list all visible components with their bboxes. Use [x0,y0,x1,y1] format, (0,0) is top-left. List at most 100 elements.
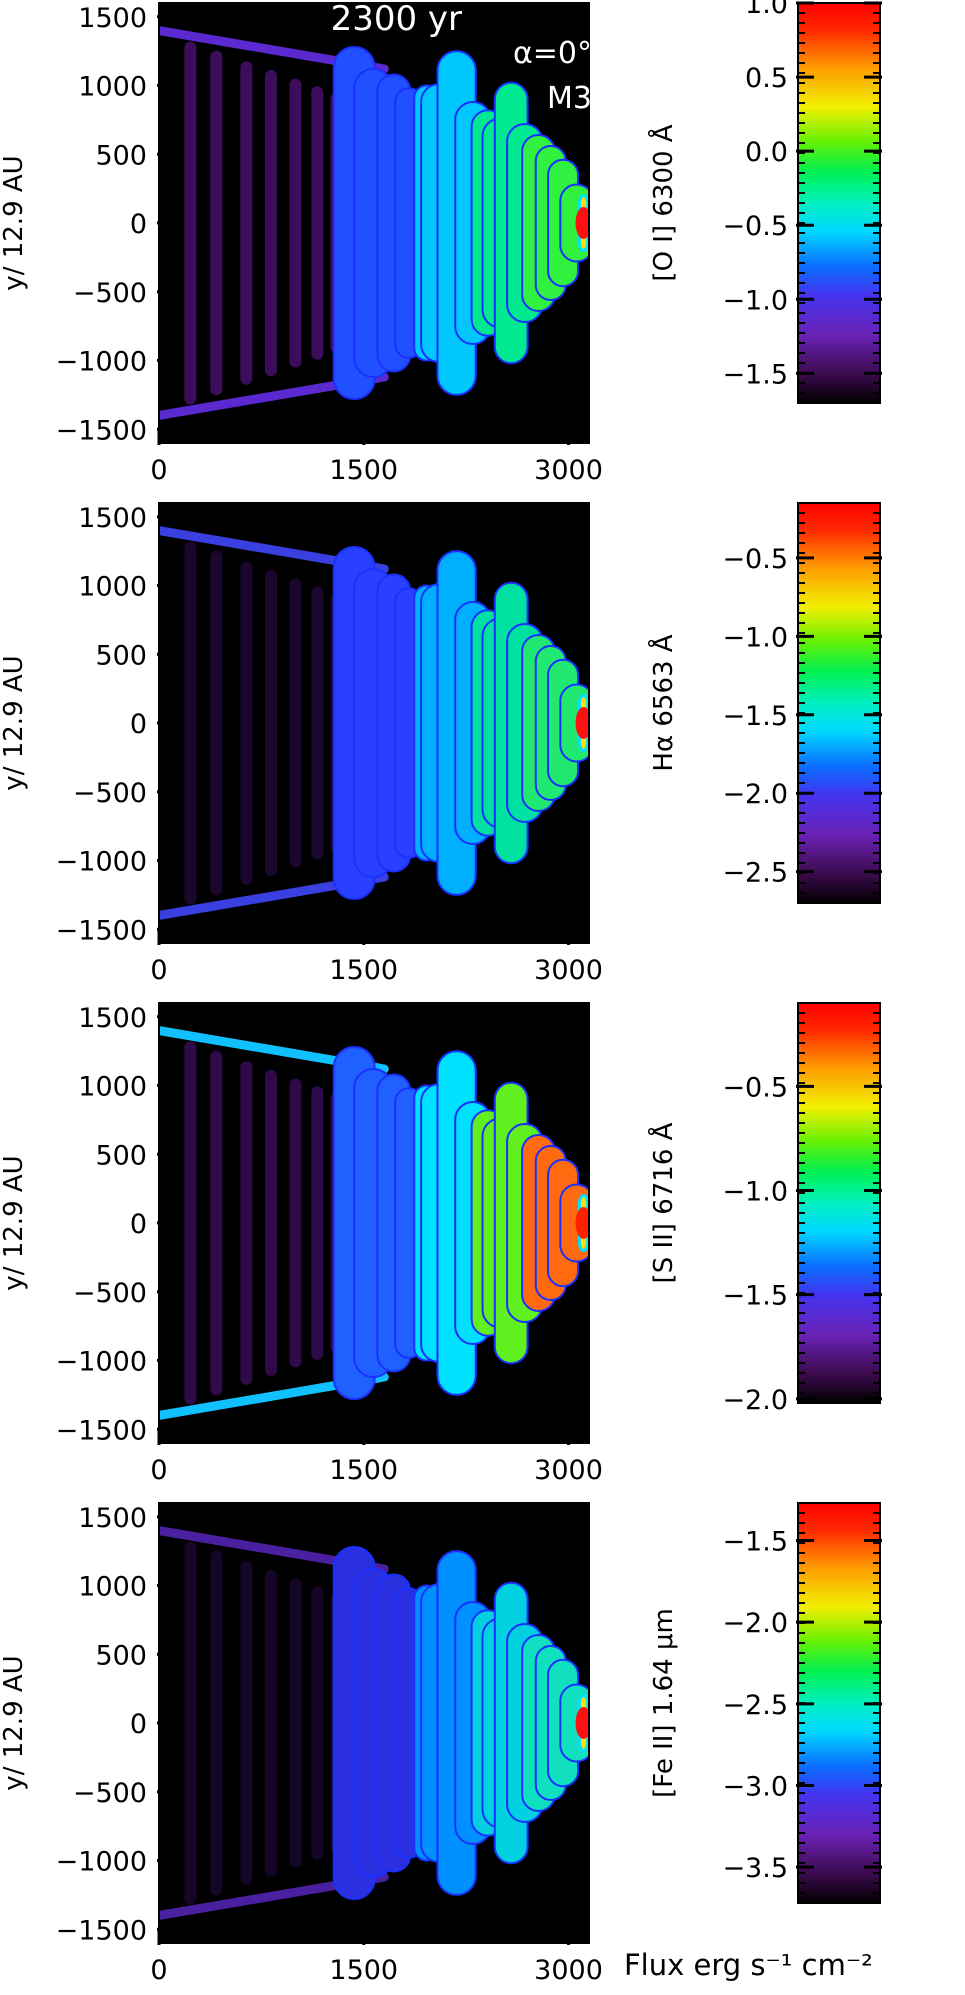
heatmap-wisp [184,1541,197,1905]
y-tick-label: −1000 [56,1847,147,1878]
colorbar-tick-label: 0.0 [745,137,788,168]
y-tick-label: 1500 [78,1003,147,1034]
x-tick-label: 3000 [534,1955,603,1986]
colorbar-tick-label: −3.5 [722,1853,788,1884]
x-tick-label: 0 [150,955,167,986]
heatmap-wisp [184,41,197,405]
colorbar-tick-label: 0.5 [745,63,788,94]
colorbar [798,503,880,903]
y-tick-label: −1500 [56,915,147,946]
colorbar-tick-label: −0.5 [722,544,788,575]
colorbar-tick-label: −0.5 [722,211,788,242]
heatmap-peak [575,1707,589,1739]
y-tick-label: 0 [130,709,147,740]
x-tick-label: 3000 [534,955,603,986]
y-axis-label: y/ 12.9 AU [0,155,29,290]
heatmap-wisp [289,1078,302,1368]
colorbar-tick-label: −1.5 [722,701,788,732]
colorbar-tick-label: −1.5 [722,1281,788,1312]
colorbar-tick-label: −2.0 [722,1385,788,1416]
colorbar-tick-label: −0.5 [722,1072,788,1103]
colorbar-tick-label: −1.0 [722,622,788,653]
heatmap-peak [575,707,589,739]
colorbar-label: [S II] 6716 Å [647,1122,679,1283]
y-axis-label: y/ 12.9 AU [0,1155,29,1290]
heatmap-wisp [240,61,253,385]
heatmap-wisp [210,50,223,396]
x-tick-label: 1500 [329,1955,398,1986]
y-tick-label: −1500 [56,1915,147,1946]
y-tick-label: 0 [130,1209,147,1240]
y-tick-label: −1000 [56,1347,147,1378]
y-tick-label: 500 [95,1640,147,1671]
heatmap-wisp [240,561,253,885]
heatmap-wisp [289,578,302,868]
y-tick-label: 500 [95,140,147,171]
heatmap-wisp [311,86,324,360]
y-tick-label: −1500 [56,1415,147,1446]
colorbar-label: Hα 6563 Å [647,634,679,771]
y-tick-label: −500 [73,1778,147,1809]
colorbar-label: [Fe II] 1.64 μm [649,1608,679,1798]
heatmap-wisp [311,586,324,860]
heatmap-wisp [210,1050,223,1396]
panel-4: −1500 −1000 −500 0 500 1000 1500 0 1500 3000 y/ 12… [0,1502,882,1986]
y-tick-label: 1000 [78,572,147,603]
colorbar-tick-label: 1.0 [745,0,788,20]
y-tick-label: 1500 [78,3,147,34]
heatmap-wisp [264,1569,277,1877]
angle-annotation: α=0° [513,36,592,71]
colorbar-tick-label: −1.5 [722,1527,788,1558]
x-tick-label: 3000 [534,455,603,486]
colorbar-tick-label: −3.0 [722,1771,788,1802]
y-tick-label: 500 [95,1140,147,1171]
y-axis-label: y/ 12.9 AU [0,655,29,790]
heatmap-wisp [311,1586,324,1860]
y-tick-label: 0 [130,209,147,240]
y-tick-label: 1000 [78,72,147,103]
x-tick-label: 0 [150,1955,167,1986]
colorbar-tick-label: −2.5 [722,1690,788,1721]
colorbar-tick-label: −2.0 [722,779,788,810]
colorbar-tick-label: −2.5 [722,858,788,889]
colorbar [798,3,880,403]
heatmap-wisp [264,69,277,377]
y-tick-label: −1000 [56,847,147,878]
x-tick-label: 3000 [534,1455,603,1486]
y-axis-label: y/ 12.9 AU [0,1655,29,1790]
y-tick-label: −500 [73,278,147,309]
colorbar-unit-label: Flux erg s⁻¹ cm⁻² [624,1948,873,1982]
heatmap-peak [575,1207,589,1239]
panel-2: −1500 −1000 −500 0 500 1000 1500 0 1500 3000 y/ 12… [0,502,882,986]
colorbar-tick-label: −1.0 [722,285,788,316]
heatmap-emission [159,1526,589,1920]
y-tick-label: −500 [73,1278,147,1309]
colorbar [798,1003,880,1403]
x-tick-label: 1500 [329,1455,398,1486]
x-tick-label: 0 [150,1455,167,1486]
heatmap-peak [575,207,589,239]
panel-1: −1500 −1000 −500 0 500 1000 1500 0 1500 3000 y/ 12… [0,0,882,486]
colorbar-label: [O I] 6300 Å [647,124,679,281]
colorbar-tick-label: −1.5 [722,359,788,390]
heatmap-wisp [240,1561,253,1885]
heatmap-wisp [289,1578,302,1868]
x-tick-label: 1500 [329,955,398,986]
y-tick-label: 0 [130,1709,147,1740]
colorbar-tick-label: −2.0 [722,1608,788,1639]
y-tick-label: 1500 [78,1503,147,1534]
heatmap-wisp [289,78,302,368]
heatmap-wisp [264,569,277,877]
y-tick-label: −1500 [56,415,147,446]
time-annotation: 2300 yr [331,0,462,39]
x-tick-label: 1500 [329,455,398,486]
heatmap-wisp [210,1550,223,1896]
y-tick-label: 500 [95,640,147,671]
model-annotation: M3 [547,81,592,116]
heatmap-emission [159,526,589,920]
y-tick-label: 1500 [78,503,147,534]
panel-3: −1500 −1000 −500 0 500 1000 1500 0 1500 3000 y/ 12… [0,1002,882,1486]
y-tick-label: 1000 [78,1072,147,1103]
